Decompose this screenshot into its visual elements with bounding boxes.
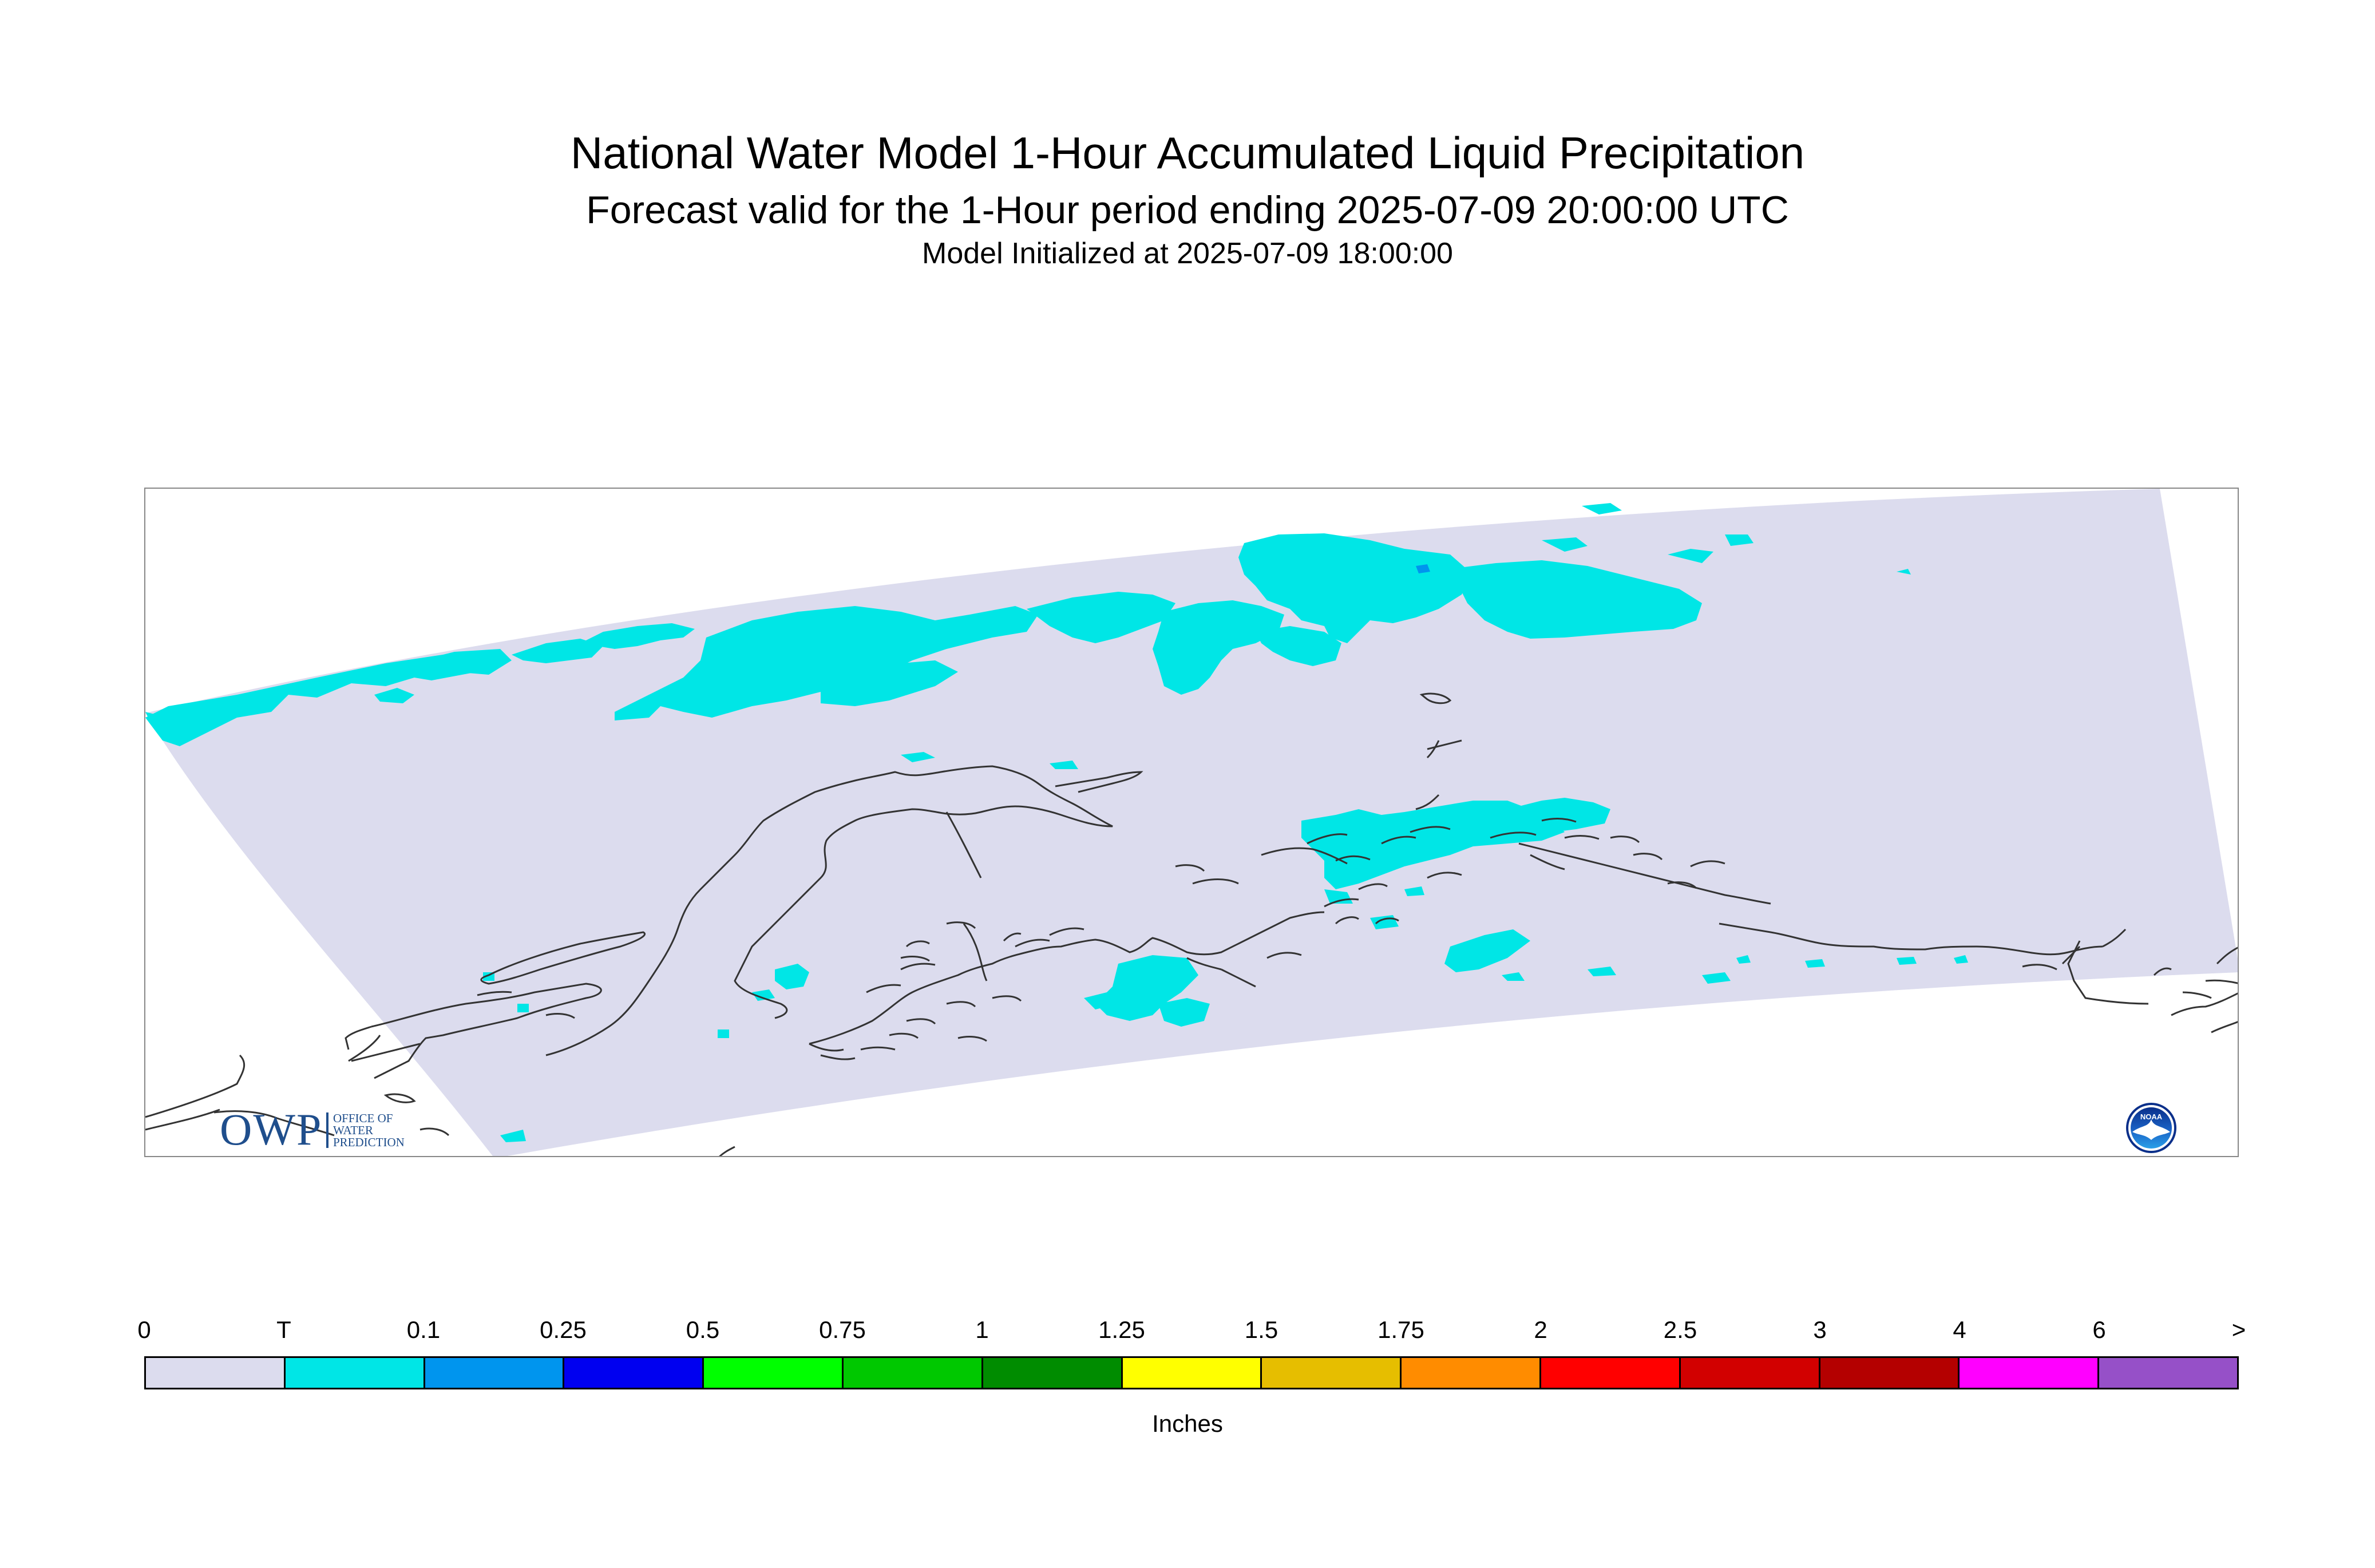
legend-color-cell [704,1358,844,1388]
legend-label: 2 [1534,1316,1547,1343]
legend-color-cell [1541,1358,1681,1388]
legend-color-cell [2099,1358,2237,1388]
model-domain [145,489,2238,1156]
owp-line-2: WATER [333,1123,373,1137]
legend-color-cell [1960,1358,2100,1388]
legend-label: 6 [2092,1316,2106,1343]
legend-label: T [276,1316,291,1343]
legend-label: 1.5 [1244,1316,1278,1343]
legend-label: 0 [137,1316,151,1343]
legend-color-cell [983,1358,1123,1388]
legend-label: 0.1 [406,1316,441,1343]
legend-label: 1.25 [1098,1316,1145,1343]
legend-color-cell [1262,1358,1402,1388]
legend-color-cell [564,1358,704,1388]
map-subtitle: Forecast valid for the 1-Hour period end… [586,188,1789,232]
noaa-logo: NOAA [2126,1103,2176,1153]
map-title: National Water Model 1-Hour Accumulated … [570,128,1805,178]
legend-label: 2.5 [1663,1316,1697,1343]
legend-color-cell [146,1358,286,1388]
legend-color-cell [1680,1358,1820,1388]
legend-color-cell [425,1358,565,1388]
moderate-precip-spot [1416,564,1430,573]
legend-label: 3 [1813,1316,1827,1343]
legend-label: > [2231,1316,2246,1343]
owp-logo-letters: OWP [220,1104,323,1154]
precipitation-areas [145,503,1968,1142]
legend-label: 0.5 [686,1316,720,1343]
legend-units: Inches [1152,1410,1223,1437]
precipitation-legend: 0 T 0.1 0.25 0.5 0.75 1 1.25 1.5 1.75 2 2.5 3 4 6 > [137,1316,2246,1389]
legend-color-cell [1122,1358,1262,1388]
svg-text:NOAA: NOAA [2140,1112,2163,1121]
legend-label: 0.25 [540,1316,587,1343]
legend-label: 4 [1953,1316,1966,1343]
legend-color-cell [843,1358,983,1388]
legend-color-cell [285,1358,425,1388]
owp-line-1: OFFICE OF [333,1111,393,1125]
legend-colorbar [144,1356,2239,1389]
owp-line-3: PREDICTION [333,1135,405,1149]
legend-color-cell [1402,1358,1541,1388]
owp-logo-subtitle: OFFICE OF WATER PREDICTION [333,1112,405,1149]
coastlines [145,692,2238,1156]
legend-label: 1.75 [1378,1316,1424,1343]
owp-logo-divider [326,1112,328,1148]
legend-color-cell [1820,1358,1960,1388]
model-init-time: Model Initialized at 2025-07-09 18:00:00 [922,237,1453,270]
legend-label: 1 [975,1316,989,1343]
precipitation-map: NOAA OWP OFFICE OF WATER PREDICTION [144,488,2239,1157]
legend-label: 0.75 [819,1316,866,1343]
